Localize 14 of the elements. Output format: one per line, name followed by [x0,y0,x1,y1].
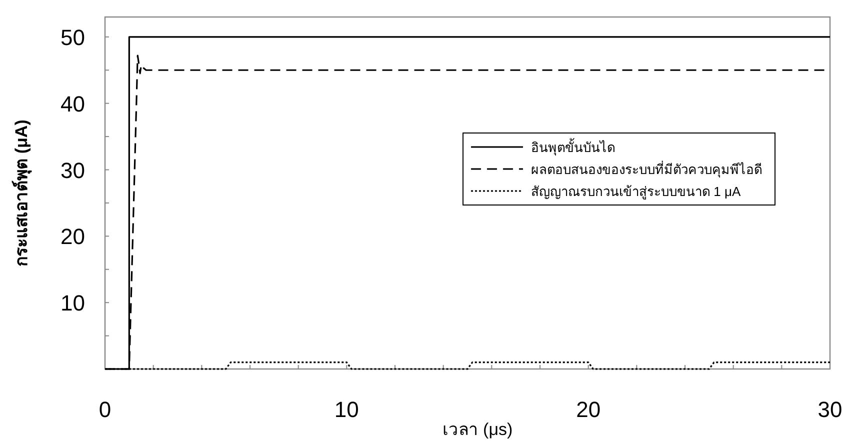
legend-label: อินพุตขั้นบันได [531,138,615,156]
x-tick-label: 30 [818,397,842,422]
legend-label: สัญญาณรบกวนเข้าสู่ระบบขนาด 1 μA [531,184,741,200]
y-tick-label: 30 [60,158,85,183]
y-tick-label: 10 [60,290,85,316]
x-axis-title: เวลา (μs) [442,420,513,439]
y-tick-label: 50 [60,24,85,50]
x-tick-label: 20 [576,397,601,422]
legend-label: ผลตอบสนองของระบบที่มีตัวควบคุมพีไอดี [531,161,762,178]
y-tick-label: 40 [60,91,85,116]
x-tick-label: 0 [98,397,112,422]
x-tick-label: 10 [334,397,359,422]
y-tick-label: 20 [60,224,85,250]
y-axis-title: กระแสเอาต์พุต (μA) [11,120,32,266]
